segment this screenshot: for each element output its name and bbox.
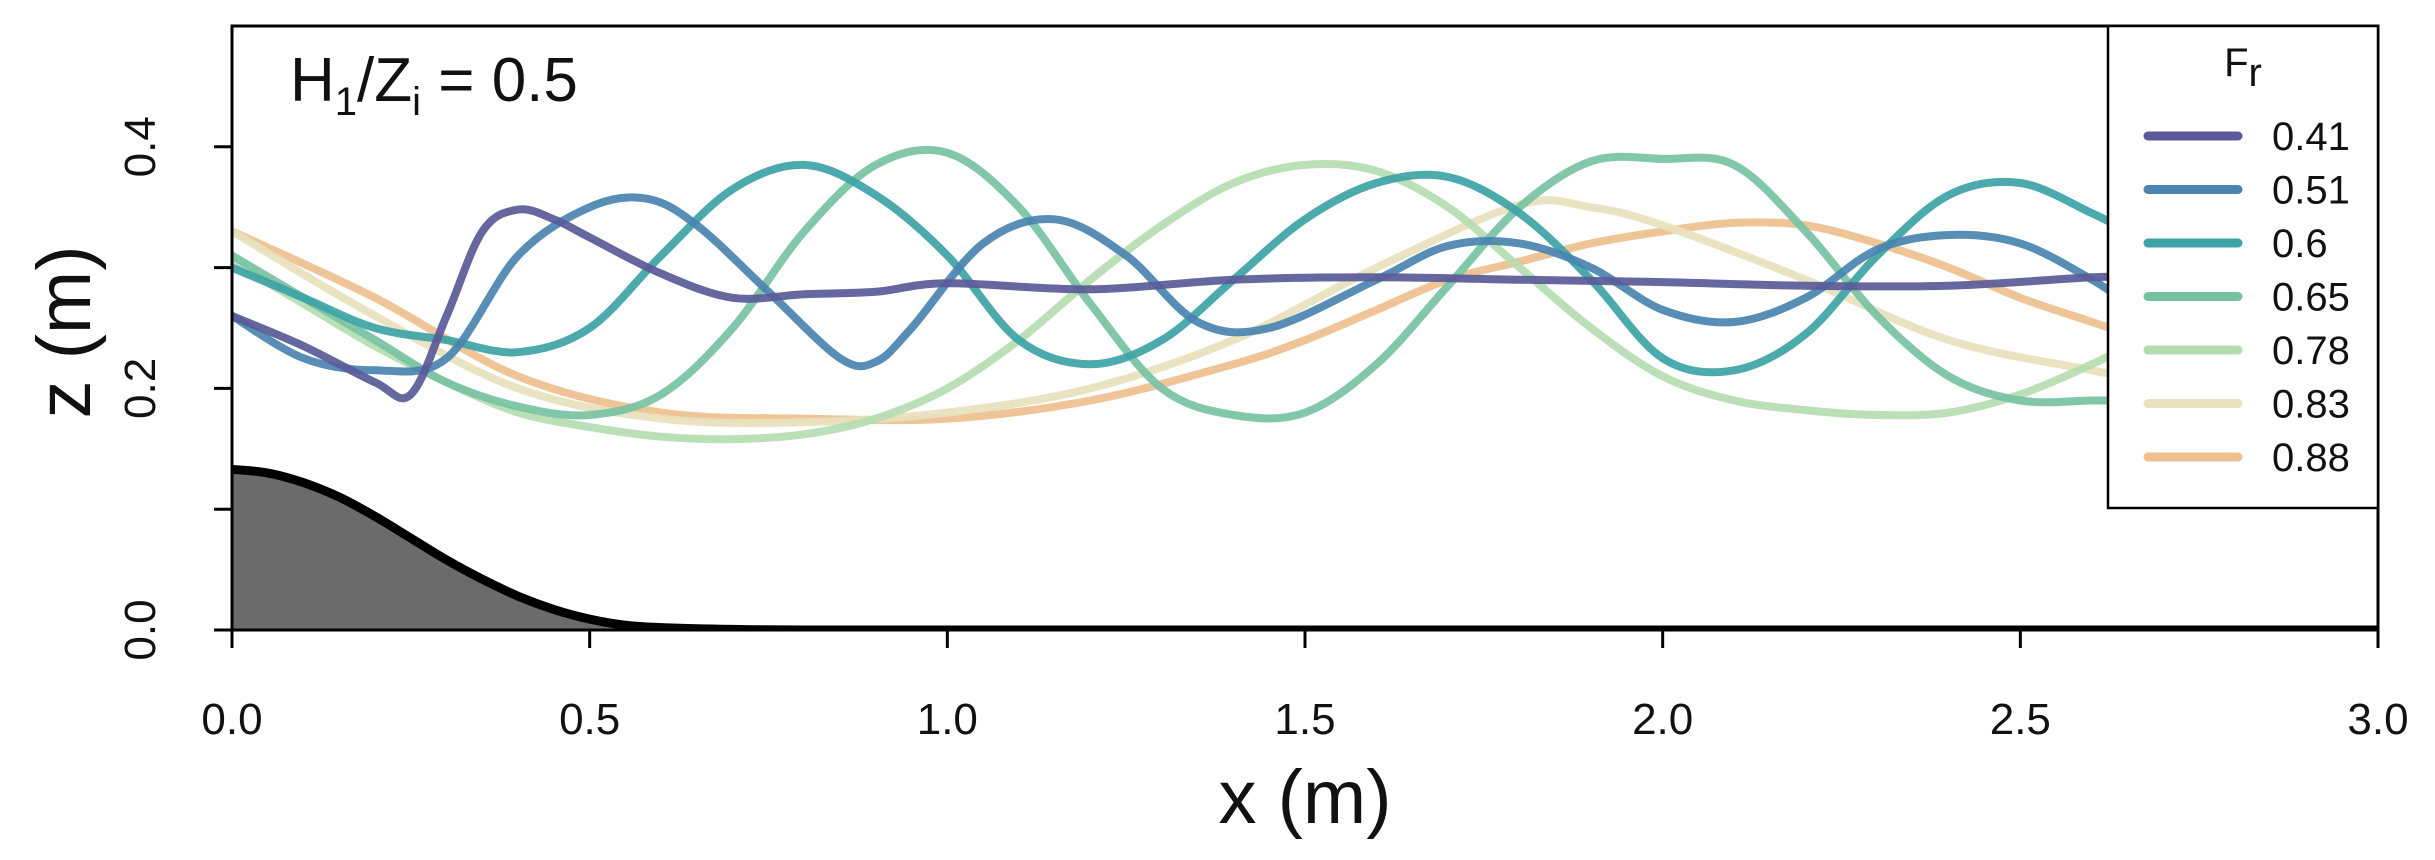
- y-axis-title: z (m): [22, 245, 107, 418]
- y-tick-label: 0.0: [116, 599, 165, 660]
- topography-outline: [232, 464, 2378, 630]
- topography-fill: [232, 469, 2378, 630]
- x-tick-label: 2.0: [1632, 695, 1693, 744]
- series-line-0.78: [232, 160, 2132, 444]
- plot-frame: [230, 24, 2380, 632]
- legend-label-0.78: 0.78: [2272, 329, 2350, 373]
- y-axis: 0.0 0.2 0.4: [116, 116, 232, 661]
- legend-title: Fr: [2224, 41, 2262, 95]
- panel-annotation: H1/Zi = 0.5: [290, 46, 578, 124]
- x-axis-title: x (m): [1218, 755, 1391, 840]
- x-tick-label: 0.5: [559, 695, 620, 744]
- legend: Fr 0.41 0.51 0.6 0.65 0.78 0.83 0.88: [2106, 24, 2380, 510]
- legend-label-0.88: 0.88: [2272, 436, 2350, 480]
- x-tick-label: 0.0: [201, 695, 262, 744]
- legend-label-0.51: 0.51: [2272, 169, 2350, 213]
- series-line-0.41: [232, 205, 2132, 403]
- series-layer: [232, 145, 2132, 444]
- y-tick-label: 0.2: [116, 358, 165, 419]
- legend-label-0.41: 0.41: [2272, 115, 2350, 159]
- topography-layer: [232, 464, 2378, 630]
- legend-items: 0.41 0.51 0.6 0.65 0.78 0.83 0.88: [2143, 115, 2350, 480]
- legend-box: [2106, 24, 2380, 510]
- series-line-0.6: [232, 160, 2132, 377]
- x-tick-label: 1.5: [1274, 695, 1335, 744]
- series-line-0.65: [232, 145, 2132, 423]
- series-line-0.51: [232, 193, 2132, 376]
- x-axis: 0.0 0.5 1.0 1.5 2.0 2.5 3.0: [201, 630, 2409, 744]
- legend-label-0.65: 0.65: [2272, 276, 2350, 320]
- x-tick-label: 2.5: [1990, 695, 2051, 744]
- y-tick-label: 0.4: [116, 116, 165, 177]
- x-tick-label: 3.0: [2347, 695, 2408, 744]
- x-tick-label: 1.0: [917, 695, 978, 744]
- legend-label-0.6: 0.6: [2272, 222, 2328, 266]
- legend-label-0.83: 0.83: [2272, 383, 2350, 427]
